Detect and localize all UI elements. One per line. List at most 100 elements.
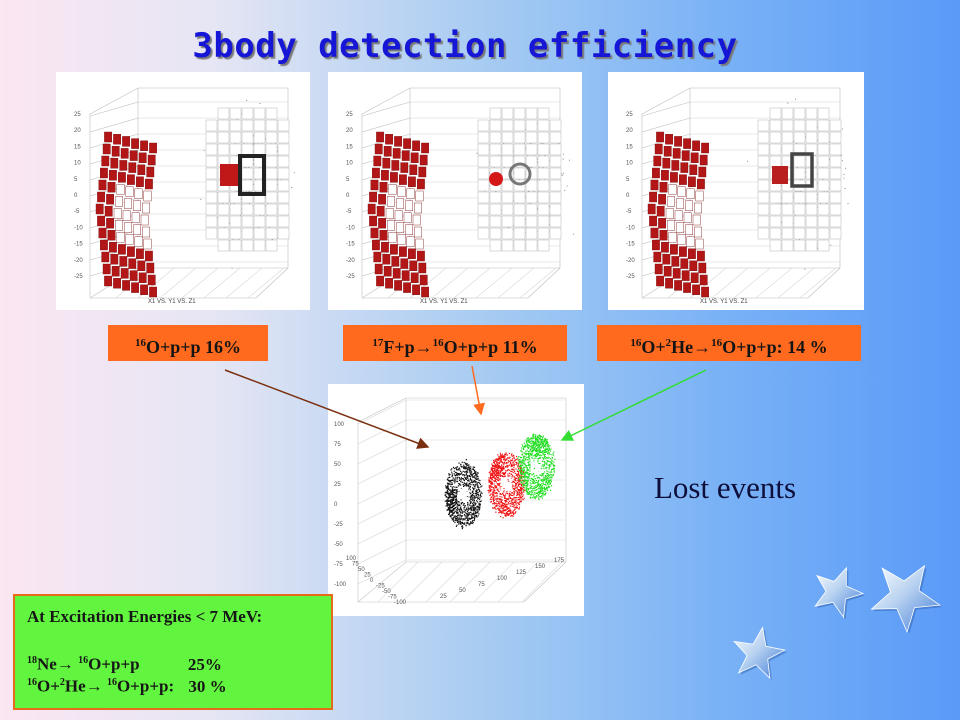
event-point — [490, 468, 492, 470]
event-point — [475, 514, 477, 516]
plot-panel-lost-events: 100 75 50 25 0 -25 -50 -75 -100 100 75 50 25 0 -25 -50… — [328, 384, 584, 616]
detector-tile — [253, 227, 266, 240]
event-point — [524, 473, 526, 476]
grid-line — [641, 101, 691, 117]
ring-hole — [500, 482, 504, 486]
event-point — [466, 477, 468, 479]
event-point — [526, 459, 528, 461]
event-point — [455, 490, 457, 492]
event-point — [522, 470, 524, 472]
event-point — [494, 490, 496, 492]
event-point — [468, 484, 470, 486]
reaction-text: O+p+p: 14 % — [722, 337, 828, 357]
event-point — [539, 451, 541, 453]
event-point — [479, 490, 481, 492]
event-point — [546, 460, 548, 462]
event-point — [454, 482, 456, 484]
event-point — [477, 488, 479, 490]
reaction-text: O+p+p — [88, 654, 140, 674]
event-point — [510, 515, 512, 517]
event-point — [453, 478, 455, 480]
event-point — [447, 477, 449, 479]
event-point — [497, 505, 499, 507]
detector-tile — [817, 239, 830, 252]
event-point — [516, 463, 518, 465]
event-point — [541, 438, 544, 440]
event-point — [467, 504, 469, 506]
detector-tile — [131, 282, 140, 293]
event-point — [473, 498, 475, 500]
event-point — [498, 472, 500, 474]
event-point — [471, 481, 473, 483]
event-point — [492, 495, 494, 497]
event-point — [492, 507, 494, 509]
detector-tile — [829, 167, 842, 180]
event-point — [509, 513, 511, 515]
event-point — [543, 480, 545, 482]
event-point — [507, 473, 509, 475]
event-point — [536, 485, 538, 487]
detector-tile — [769, 143, 782, 156]
event-point — [519, 486, 521, 488]
event-point — [493, 477, 495, 479]
detector-tile — [683, 138, 692, 149]
event-point — [517, 471, 519, 473]
detector-tile — [405, 224, 414, 236]
event-point — [502, 472, 505, 475]
event-point — [470, 493, 472, 495]
event-point — [549, 445, 551, 447]
event-point — [447, 505, 449, 507]
event-point — [494, 473, 496, 475]
event-point — [474, 480, 476, 482]
event-point — [472, 473, 474, 475]
detector-tile — [489, 239, 502, 252]
event-point — [469, 479, 471, 481]
detector-tile — [138, 152, 147, 164]
event-point — [504, 513, 507, 515]
event-point — [519, 492, 521, 495]
event-point — [473, 507, 475, 509]
detector-tile — [769, 155, 782, 168]
event-point — [470, 501, 472, 503]
detector-tile — [128, 258, 137, 269]
reaction-text: F+p — [383, 337, 415, 357]
event-point — [460, 473, 462, 475]
event-point — [518, 461, 521, 464]
detector-tile — [107, 229, 116, 241]
detector-tile — [101, 155, 110, 167]
event-point — [520, 480, 522, 482]
scatter-point — [503, 166, 505, 168]
event-point — [527, 476, 529, 478]
event-point — [533, 455, 535, 457]
event-point — [517, 466, 519, 468]
event-point — [502, 467, 504, 469]
event-point — [456, 473, 458, 475]
event-point — [522, 445, 524, 447]
event-point — [464, 522, 466, 524]
event-cluster — [444, 459, 483, 530]
event-point — [545, 475, 547, 477]
event-point — [533, 473, 535, 475]
event-point — [496, 487, 498, 489]
detector-tile — [115, 220, 124, 231]
event-point — [447, 485, 449, 487]
event-point — [524, 467, 526, 469]
detector-tile — [680, 162, 689, 173]
event-point — [449, 509, 452, 511]
detector-tile — [677, 234, 686, 245]
event-point — [501, 475, 503, 477]
event-point — [466, 475, 468, 477]
event-point — [552, 468, 554, 470]
event-point — [466, 476, 469, 478]
event-point — [526, 473, 529, 475]
event-point — [519, 461, 521, 463]
mass-number: 2 — [665, 337, 672, 349]
detector-tile — [757, 215, 770, 228]
event-point — [500, 500, 502, 502]
event-point — [468, 479, 470, 481]
event-point — [524, 464, 526, 466]
event-point — [464, 478, 466, 480]
event-point — [457, 511, 459, 513]
detector-tile — [781, 143, 794, 156]
event-point — [527, 444, 529, 446]
